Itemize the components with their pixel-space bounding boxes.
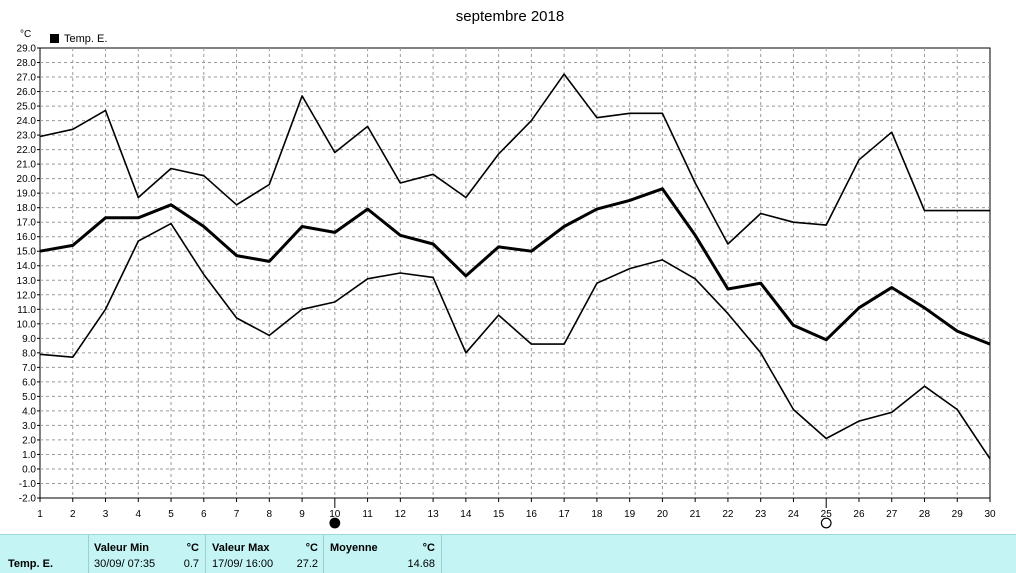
mean-header: Moyenne xyxy=(330,542,378,554)
y-tick-label: 5.0 xyxy=(22,392,36,403)
plot-area xyxy=(39,47,991,499)
y-tick-label: 8.0 xyxy=(22,348,36,359)
mean-cell: Moyenne °C 14.68 xyxy=(323,535,442,573)
x-tick-label: 10 xyxy=(329,509,341,520)
legend-label: Temp. E. xyxy=(64,33,107,45)
y-tick-label: -1.0 xyxy=(19,479,37,490)
chart-title: septembre 2018 xyxy=(456,8,564,25)
full-moon-marker xyxy=(820,517,832,529)
y-tick-label: 2.0 xyxy=(22,435,36,446)
min-cell: Valeur Min °C 30/09/ 07:35 0.7 xyxy=(88,535,205,573)
y-axis: -2.0 -1.0 0.0 1.0 2.0 3.0 4.0 5.0 6.0 7.0 8.0 9.0 10… xyxy=(17,44,40,505)
x-tick-label: 15 xyxy=(493,509,505,520)
y-tick-label: 26.0 xyxy=(17,87,37,98)
y-tick-label: 20.0 xyxy=(17,174,37,185)
y-tick-label: 22.0 xyxy=(17,145,37,156)
series-line-max xyxy=(39,73,990,245)
max-unit: °C xyxy=(305,542,318,554)
x-tick-label: 18 xyxy=(591,509,603,520)
x-tick-label: 27 xyxy=(886,509,898,520)
y-tick-label: 21.0 xyxy=(17,160,37,171)
series-lines xyxy=(39,73,991,460)
y-tick-label: 28.0 xyxy=(17,58,37,69)
stats-row-label: Temp. E. xyxy=(8,558,54,570)
x-tick-label: 7 xyxy=(234,509,240,520)
stats-table: Temp. E. Valeur Min °C 30/09/ 07:35 0.7 … xyxy=(0,534,1016,573)
x-tick-label: 3 xyxy=(103,509,109,520)
moon-phase-markers xyxy=(329,502,832,529)
x-tick-label: 23 xyxy=(755,509,767,520)
mean-value: 14.68 xyxy=(407,558,435,570)
y-tick-label: 18.0 xyxy=(17,203,37,214)
min-header: Valeur Min xyxy=(94,542,150,554)
min-date: 30/09/ 07:35 xyxy=(94,558,156,570)
y-tick-label: 17.0 xyxy=(17,218,37,229)
y-tick-label: 23.0 xyxy=(17,131,37,142)
y-tick-label: 1.0 xyxy=(22,450,36,461)
x-tick-label: 13 xyxy=(428,509,440,520)
x-tick-label: 22 xyxy=(722,509,734,520)
y-tick-label: 10.0 xyxy=(17,319,37,330)
x-tick-label: 16 xyxy=(526,509,538,520)
y-tick-label: 11.0 xyxy=(17,305,36,316)
x-tick-label: 17 xyxy=(559,509,571,520)
x-tick-label: 14 xyxy=(460,509,472,520)
x-tick-label: 26 xyxy=(853,509,865,520)
x-axis: 1 2 3 4 5 6 7 8 9 10 11 12 13 14 15 16 17 18 19 20 21 22 23 24 2… xyxy=(37,498,996,520)
x-tick-label: 28 xyxy=(919,509,931,520)
y-tick-label: 16.0 xyxy=(17,232,37,243)
temperature-chart: -2.0 -1.0 0.0 1.0 2.0 3.0 4.0 5.0 6.0 7.0 8.0 9.0 10… xyxy=(17,8,996,529)
x-tick-label: 25 xyxy=(821,509,833,520)
max-value: 27.2 xyxy=(296,558,318,570)
x-tick-label: 1 xyxy=(37,509,43,520)
y-tick-label: 4.0 xyxy=(22,406,36,417)
x-tick-label: 24 xyxy=(788,509,800,520)
x-tick-label: 2 xyxy=(70,509,76,520)
series-line-mean xyxy=(39,187,991,346)
x-tick-label: 4 xyxy=(135,509,141,520)
max-cell: Valeur Max °C 17/09/ 16:00 27.2 xyxy=(205,535,323,573)
x-tick-label: 20 xyxy=(657,509,669,520)
x-tick-label: 29 xyxy=(952,509,964,520)
y-tick-label: 9.0 xyxy=(22,334,36,345)
y-tick-label: 25.0 xyxy=(17,102,37,113)
x-tick-label: 21 xyxy=(690,509,702,520)
y-tick-label: 7.0 xyxy=(22,363,36,374)
x-tick-label: 11 xyxy=(362,509,373,520)
x-tick-label: 30 xyxy=(984,509,996,520)
x-tick-label: 8 xyxy=(267,509,273,520)
new-moon-marker xyxy=(329,517,341,529)
min-unit: °C xyxy=(186,542,199,554)
legend-swatch xyxy=(50,34,59,43)
max-header: Valeur Max xyxy=(212,542,270,554)
min-value: 0.7 xyxy=(183,558,199,570)
y-tick-label: 12.0 xyxy=(17,290,37,301)
x-tick-label: 6 xyxy=(201,509,207,520)
y-tick-label: 14.0 xyxy=(17,261,37,272)
mean-unit: °C xyxy=(422,542,435,554)
y-tick-label: 3.0 xyxy=(22,421,36,432)
y-unit-label: °C xyxy=(20,29,31,40)
y-tick-label: 29.0 xyxy=(17,44,37,55)
y-tick-label: 15.0 xyxy=(17,247,37,258)
max-date: 17/09/ 16:00 xyxy=(212,558,274,570)
y-tick-label: 6.0 xyxy=(22,377,36,388)
y-tick-label: -2.0 xyxy=(19,494,37,505)
y-tick-label: 19.0 xyxy=(17,189,37,200)
y-tick-label: 0.0 xyxy=(22,464,36,475)
grid xyxy=(40,48,990,498)
y-tick-label: 24.0 xyxy=(17,116,37,127)
x-tick-label: 9 xyxy=(299,509,305,520)
y-tick-label: 13.0 xyxy=(17,276,37,287)
y-tick-label: 27.0 xyxy=(17,73,37,84)
x-tick-label: 19 xyxy=(624,509,636,520)
x-tick-label: 12 xyxy=(395,509,407,520)
series-line-min xyxy=(39,222,991,460)
x-tick-label: 5 xyxy=(168,509,174,520)
